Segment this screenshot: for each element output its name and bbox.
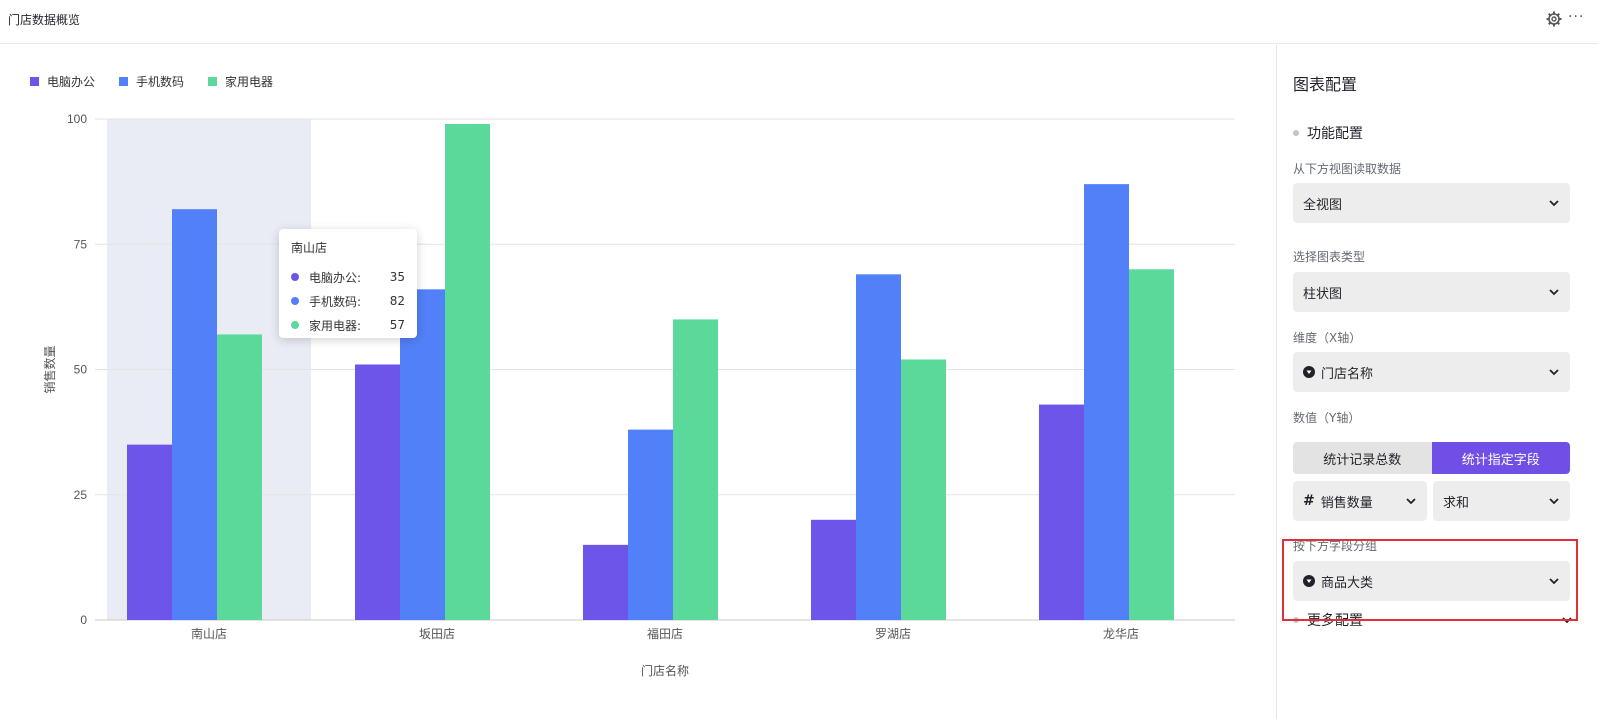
tooltip-label: 电脑办公: — [309, 270, 362, 285]
x-axis-select[interactable]: 门店名称 — [1293, 352, 1570, 392]
x-tick-label: 福田店 — [647, 626, 683, 641]
chart-config-panel: 图表配置 功能配置 从下方视图读取数据 全视图 选择图表类型 柱状图 维度（X轴… — [1277, 45, 1598, 719]
chart-type-label: 选择图表类型 — [1293, 250, 1366, 264]
highlight-box — [1282, 539, 1578, 621]
count-field-option[interactable]: 统计指定字段 — [1431, 442, 1570, 474]
tooltip-row: 电脑办公: 35 — [291, 265, 405, 289]
chevron-down-icon — [1549, 498, 1559, 505]
y-tick-label: 75 — [74, 237, 88, 251]
chart-legend: 电脑办公 手机数码 家用电器 — [30, 73, 273, 90]
tooltip-title: 南山店 — [291, 241, 328, 255]
legend-swatch — [119, 77, 129, 86]
x-tick-label: 罗湖店 — [875, 626, 911, 641]
legend-item[interactable]: 电脑办公 — [30, 73, 95, 90]
section-label: 功能配置 — [1307, 126, 1363, 142]
count-records-option[interactable]: 统计记录总数 — [1293, 442, 1432, 474]
y-tick-label: 0 — [80, 613, 87, 627]
field-select-value: 销售数量 — [1320, 495, 1373, 511]
legend-swatch — [208, 77, 218, 86]
bar — [400, 289, 445, 620]
bar — [901, 359, 946, 620]
bar — [127, 444, 172, 620]
group-by-value: 商品大类 — [1321, 575, 1374, 591]
x-axis-value: 门店名称 — [1321, 366, 1374, 382]
view-select[interactable]: 全视图 — [1293, 183, 1570, 223]
y-axis-mode-toggle: 统计记录总数 统计指定字段 — [1293, 442, 1570, 474]
bar — [445, 124, 490, 620]
x-axis-label: 维度（X轴） — [1293, 331, 1362, 345]
view-select-value: 全视图 — [1303, 197, 1343, 213]
tooltip-value: 57 — [389, 318, 405, 332]
x-tick-label: 龙华店 — [1103, 627, 1139, 641]
bar — [217, 334, 262, 620]
top-bar: 门店数据概览 ··· — [0, 0, 1598, 44]
y-axis-label: 数值（Y轴） — [1293, 411, 1361, 425]
aggregation-select[interactable]: 求和 — [1433, 481, 1570, 521]
legend-label: 家用电器 — [225, 75, 274, 89]
bullet-icon — [1293, 130, 1299, 136]
tooltip-dot — [291, 273, 299, 281]
group-by-select[interactable]: 商品大类 — [1293, 561, 1570, 601]
panel-title: 图表配置 — [1293, 75, 1358, 94]
tooltip-value: 35 — [389, 270, 405, 284]
legend-item[interactable]: 手机数码 — [119, 73, 184, 90]
chevron-down-icon — [1406, 498, 1416, 505]
chart-type-select[interactable]: 柱状图 — [1293, 272, 1570, 312]
tooltip-label: 手机数码: — [309, 294, 362, 309]
x-tick-label: 坂田店 — [419, 627, 455, 641]
section-function-config[interactable]: 功能配置 — [1293, 123, 1363, 143]
section-label: 更多配置 — [1307, 613, 1363, 629]
gear-icon[interactable] — [1546, 11, 1562, 27]
tooltip-dot — [291, 321, 299, 329]
chart-type-value: 柱状图 — [1303, 286, 1343, 302]
chart-area: 0 25 50 75 100 南山店 坂田店 福田店 罗湖店 龙华店 门店名称 销售数量 电脑办公 手… — [0, 45, 1276, 719]
field-select[interactable]: # 销售数量 — [1293, 481, 1427, 521]
tooltip-value: 82 — [389, 294, 405, 308]
panel-divider — [1276, 45, 1277, 719]
bar — [628, 429, 673, 620]
tooltip-label: 家用电器: — [309, 318, 362, 333]
bar — [355, 364, 400, 620]
legend-swatch — [30, 77, 39, 86]
y-tick-label: 50 — [74, 363, 88, 377]
tooltip-row: 家用电器: 57 — [291, 313, 405, 337]
y-tick-label: 25 — [74, 488, 88, 502]
tooltip-row: 手机数码: 82 — [291, 289, 405, 313]
x-axis-title: 门店名称 — [641, 663, 689, 678]
legend-item[interactable]: 家用电器 — [208, 73, 273, 90]
page-title: 门店数据概览 — [8, 13, 81, 27]
chart-tooltip: 南山店 电脑办公: 35 手机数码: 82 家用电器: 57 — [279, 229, 417, 338]
bar — [583, 544, 628, 620]
aggregation-value: 求和 — [1443, 495, 1470, 511]
chevron-down-icon — [1549, 289, 1559, 296]
legend-label: 手机数码 — [136, 75, 185, 89]
option-field-icon — [1303, 366, 1315, 378]
number-field-icon: # — [1303, 493, 1315, 509]
tooltip-dot — [291, 297, 299, 305]
bar — [172, 209, 217, 620]
bar — [1039, 404, 1084, 620]
group-by-label: 按下方字段分组 — [1293, 539, 1378, 553]
bar — [811, 519, 856, 620]
bar — [1129, 269, 1174, 620]
y-tick-label: 100 — [67, 112, 87, 126]
option-field-icon — [1303, 575, 1315, 587]
y-axis-title: 销售数量 — [42, 345, 57, 393]
bar — [1084, 184, 1129, 620]
legend-label: 电脑办公 — [47, 75, 96, 89]
view-source-label: 从下方视图读取数据 — [1293, 162, 1402, 176]
more-icon[interactable]: ··· — [1568, 9, 1585, 25]
x-tick-label: 南山店 — [191, 626, 227, 641]
chevron-down-icon — [1549, 369, 1559, 376]
chevron-down-icon — [1549, 200, 1559, 207]
bar — [856, 274, 901, 620]
bar — [673, 319, 718, 620]
chevron-down-icon — [1549, 578, 1559, 585]
